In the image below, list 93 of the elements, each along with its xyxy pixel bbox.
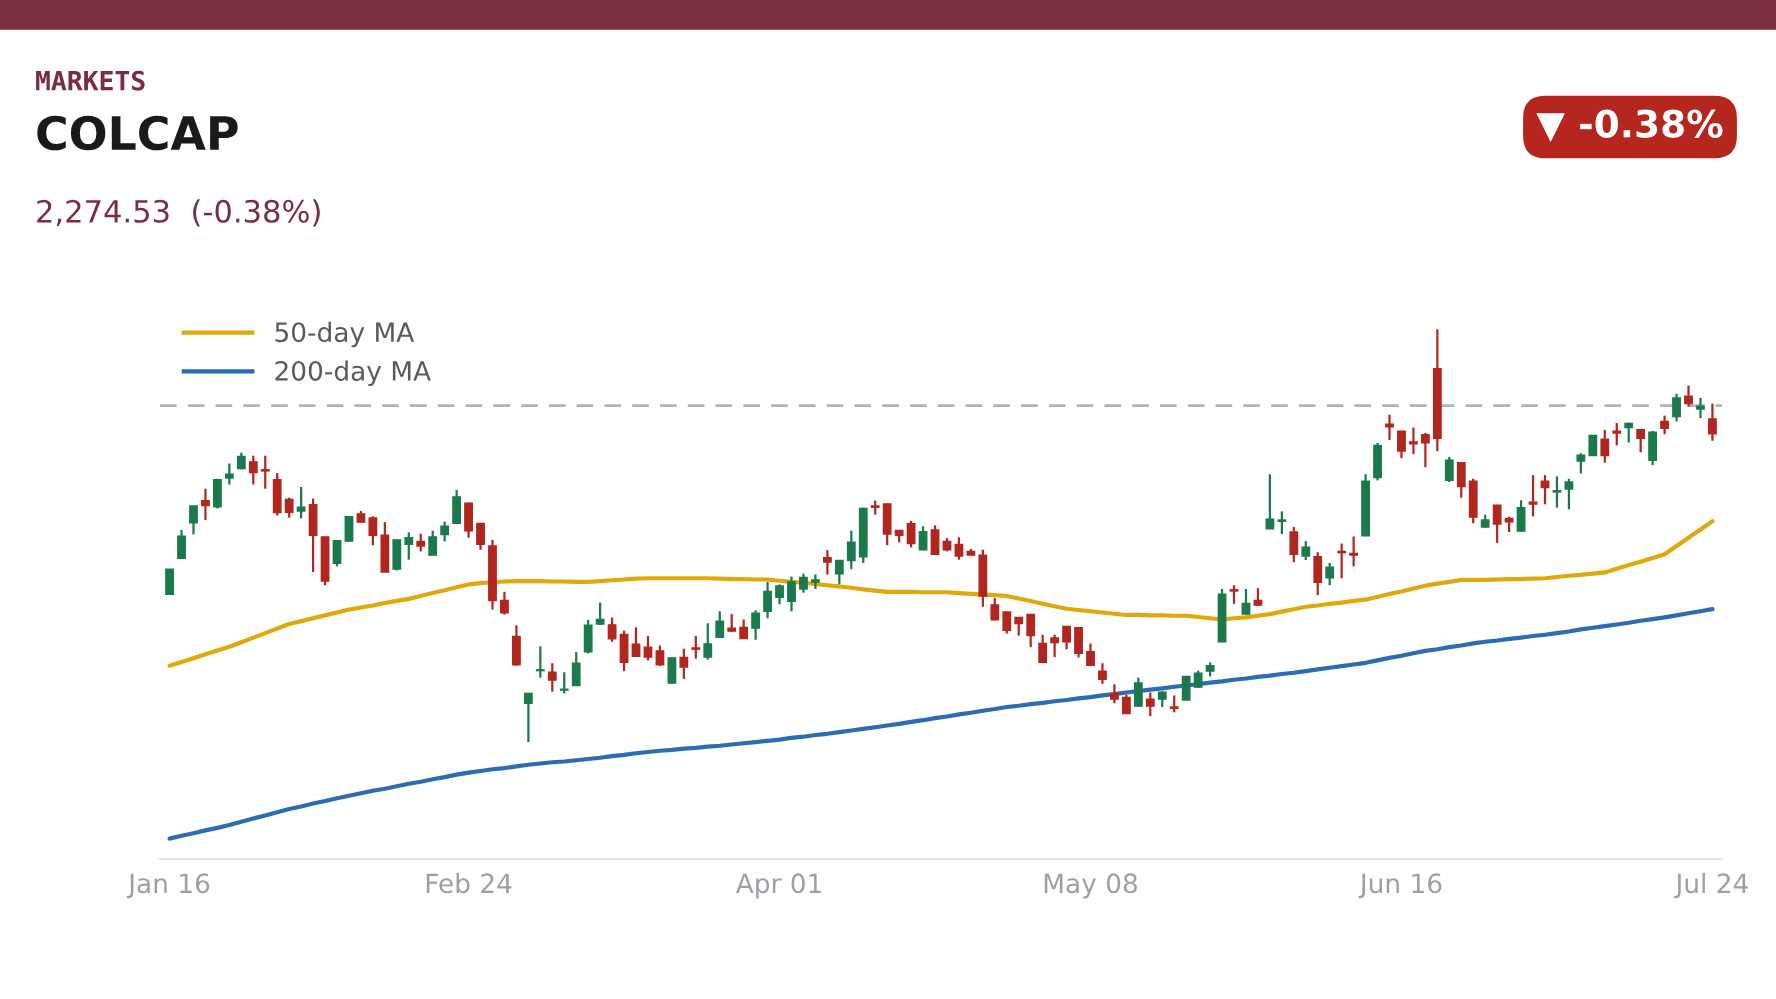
candlestick	[954, 536, 964, 561]
candlestick	[643, 634, 653, 662]
candlestick	[1145, 691, 1155, 718]
x-tick-label: Jun 16	[1358, 873, 1442, 899]
candlestick	[739, 618, 749, 640]
text: MARKETS	[36, 70, 145, 91]
candlestick	[787, 575, 796, 613]
candlestick	[1301, 539, 1311, 562]
candlestick	[1672, 392, 1681, 423]
candlestick	[655, 644, 665, 667]
x-tick-label: Jul 24	[1674, 872, 1748, 899]
candlestick	[332, 539, 342, 568]
candlestick	[1038, 633, 1048, 665]
candlestick	[547, 662, 557, 693]
candlestick	[1133, 676, 1143, 708]
candlestick	[404, 531, 414, 561]
candlestick	[763, 580, 772, 620]
candlestick	[260, 454, 270, 490]
candlestick	[1002, 610, 1012, 635]
candlestick	[1050, 633, 1060, 659]
candlestick	[1181, 675, 1191, 701]
candlestick	[811, 573, 820, 591]
candlestick	[1229, 584, 1239, 605]
candlestick	[1564, 477, 1574, 511]
candlestick	[607, 616, 617, 643]
candlestick	[1588, 434, 1598, 457]
candlestick	[177, 528, 186, 560]
candlestick	[679, 647, 689, 681]
candlestick	[1708, 402, 1717, 442]
candlestick	[284, 496, 294, 519]
candlestick	[296, 485, 306, 520]
candlestick	[631, 626, 641, 659]
x-tick-label: Feb 24	[426, 872, 512, 894]
candlestick	[1492, 503, 1502, 544]
candlestick	[1409, 426, 1418, 456]
candlestick	[440, 520, 450, 543]
candlestick	[248, 454, 258, 486]
candlestick	[990, 596, 1000, 622]
candlestick	[1636, 428, 1646, 454]
candlestick	[1456, 461, 1466, 499]
candlestick	[1600, 428, 1610, 464]
candlestick	[1552, 475, 1562, 509]
candlestick	[559, 671, 569, 695]
candlestick	[476, 521, 485, 551]
candlestick	[751, 609, 761, 641]
candlestick	[1576, 452, 1586, 475]
candlestick	[1684, 384, 1693, 408]
candlestick	[1660, 414, 1669, 436]
legend-label: 50-day MA	[275, 321, 415, 348]
x-tick-label: Jan 16	[126, 873, 210, 899]
candlestick	[1612, 421, 1622, 447]
candlestick	[715, 610, 725, 640]
candlestick	[500, 590, 509, 616]
candlestick	[523, 691, 533, 744]
candlestick	[201, 487, 210, 522]
candlestick	[535, 645, 545, 679]
candlestick	[1014, 615, 1024, 637]
candlestick	[1110, 683, 1119, 705]
candlestick	[822, 549, 832, 576]
candlestick	[428, 529, 438, 557]
candlestick	[571, 650, 581, 688]
x-tick-label: Apr 01	[735, 873, 821, 899]
candlestick	[224, 462, 234, 486]
candlestick	[1098, 662, 1107, 685]
candlestick	[1696, 396, 1705, 420]
candlestick	[1444, 455, 1454, 484]
candlestick	[1289, 525, 1299, 564]
candlestick	[1241, 587, 1251, 616]
candlestick	[368, 515, 378, 547]
candlestick	[846, 529, 856, 571]
candlestick	[1062, 624, 1071, 651]
candlestick	[775, 583, 784, 606]
candlestick	[906, 519, 916, 549]
chart-title: COLCAP	[37, 115, 238, 151]
candlestick	[1026, 613, 1036, 649]
candlestick	[1420, 431, 1430, 469]
candlestick	[1528, 473, 1538, 518]
legend-label: 200-day MA	[275, 360, 431, 387]
candlestick	[1516, 499, 1526, 533]
candlestick	[691, 634, 701, 660]
candlestick	[703, 622, 713, 661]
candlestick	[834, 559, 844, 586]
candlestick	[189, 504, 198, 536]
candlestick	[595, 601, 605, 626]
text: ▼ -0.38%	[1536, 109, 1723, 142]
candlestick	[1277, 510, 1287, 536]
candlestick	[799, 572, 808, 594]
candlestick	[1325, 561, 1335, 587]
candlestick	[1086, 642, 1095, 667]
candlestick	[1397, 430, 1406, 460]
candlestick	[1349, 535, 1359, 568]
chart-subtitle: 2,274.53 (-0.38%)	[37, 199, 320, 227]
x-tick-label: May 08	[1044, 873, 1137, 899]
